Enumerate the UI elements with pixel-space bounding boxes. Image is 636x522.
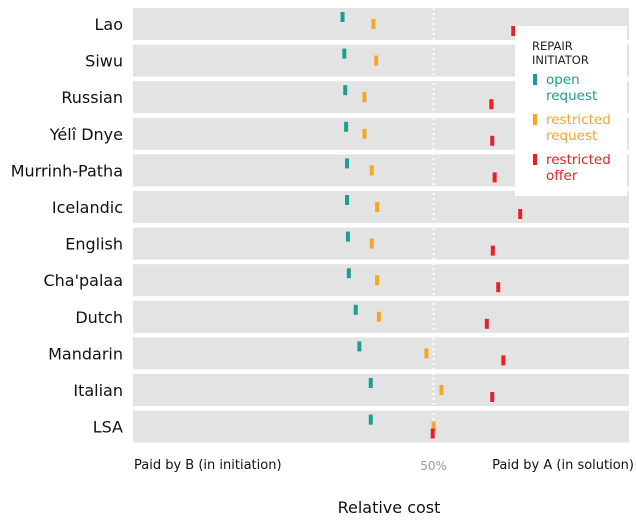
category-band	[133, 300, 629, 333]
data-marks	[340, 12, 523, 439]
restricted-request-mark	[362, 92, 367, 103]
category-label: English	[65, 235, 123, 254]
category-band	[133, 191, 629, 223]
open-request-mark	[346, 268, 351, 279]
restricted-offer-mark	[511, 26, 516, 36]
legend-title: INITIATOR	[532, 53, 589, 67]
restricted-offer-mark	[489, 99, 494, 110]
legend: REPAIRINITIATORopenrequestrestrictedrequ…	[515, 26, 627, 196]
legend-entry: request	[546, 88, 597, 104]
restricted-request-mark	[371, 19, 376, 29]
x-axis-title: Relative cost	[338, 498, 441, 517]
open-request-mark	[345, 195, 350, 205]
category-label: Russian	[61, 88, 123, 107]
category-band	[133, 374, 629, 406]
open-request-mark	[343, 85, 348, 96]
legend-swatch	[533, 74, 537, 85]
restricted-request-mark	[369, 165, 374, 176]
category-label: Lao	[94, 15, 123, 34]
restricted-request-mark	[439, 385, 444, 395]
legend-entry: request	[546, 128, 597, 144]
restricted-offer-mark	[490, 392, 495, 402]
open-request-mark	[340, 12, 345, 22]
restricted-request-mark	[374, 55, 379, 66]
legend-swatch	[533, 154, 537, 165]
reference-line-label: 50%	[420, 459, 447, 473]
restricted-offer-mark	[518, 209, 523, 219]
legend-swatch	[533, 114, 537, 125]
open-request-mark	[353, 304, 358, 315]
restricted-offer-mark	[490, 245, 495, 256]
category-label: Yélî Dnye	[49, 125, 123, 144]
open-request-mark	[368, 414, 373, 425]
category-label: Italian	[73, 381, 123, 400]
x-right-label: Paid by A (in solution)	[492, 458, 634, 473]
restricted-request-mark	[376, 311, 381, 322]
restricted-offer-mark	[501, 355, 506, 366]
category-label: Murrinh-Patha	[11, 161, 123, 180]
open-request-mark	[368, 378, 373, 388]
restricted-offer-mark	[492, 172, 497, 183]
category-label: Cha'palaa	[43, 271, 123, 290]
category-band	[133, 227, 629, 260]
x-left-label: Paid by B (in initiation)	[134, 458, 282, 473]
open-request-mark	[342, 48, 347, 59]
restricted-offer-mark	[430, 428, 435, 439]
category-label: Siwu	[85, 52, 123, 71]
open-request-mark	[357, 341, 362, 352]
legend-entry: open	[546, 72, 580, 88]
open-request-mark	[344, 121, 349, 132]
legend-box	[515, 26, 627, 196]
legend-title: REPAIR	[532, 39, 573, 53]
restricted-offer-mark	[490, 135, 495, 146]
category-band	[133, 410, 629, 443]
restricted-request-mark	[431, 421, 436, 432]
restricted-request-mark	[424, 348, 429, 359]
restricted-request-mark	[362, 128, 367, 139]
restricted-request-mark	[369, 238, 374, 249]
restricted-request-mark	[375, 275, 380, 286]
category-labels: Lao Siwu Russian Yélî Dnye Murrinh-Patha Icel…	[11, 15, 123, 437]
legend-entry: offer	[546, 168, 578, 184]
category-band	[133, 264, 629, 297]
restricted-offer-mark	[496, 282, 501, 293]
open-request-mark	[345, 158, 350, 169]
legend-entry: restricted	[546, 112, 611, 128]
open-request-mark	[345, 231, 350, 242]
category-label: Mandarin	[48, 344, 123, 363]
category-label: Dutch	[75, 308, 123, 327]
category-label: Icelandic	[52, 198, 123, 217]
restricted-request-mark	[375, 202, 380, 212]
category-label: LSA	[93, 418, 123, 437]
legend-entry: restricted	[546, 152, 611, 168]
restricted-offer-mark	[484, 318, 489, 329]
category-band	[133, 337, 629, 370]
